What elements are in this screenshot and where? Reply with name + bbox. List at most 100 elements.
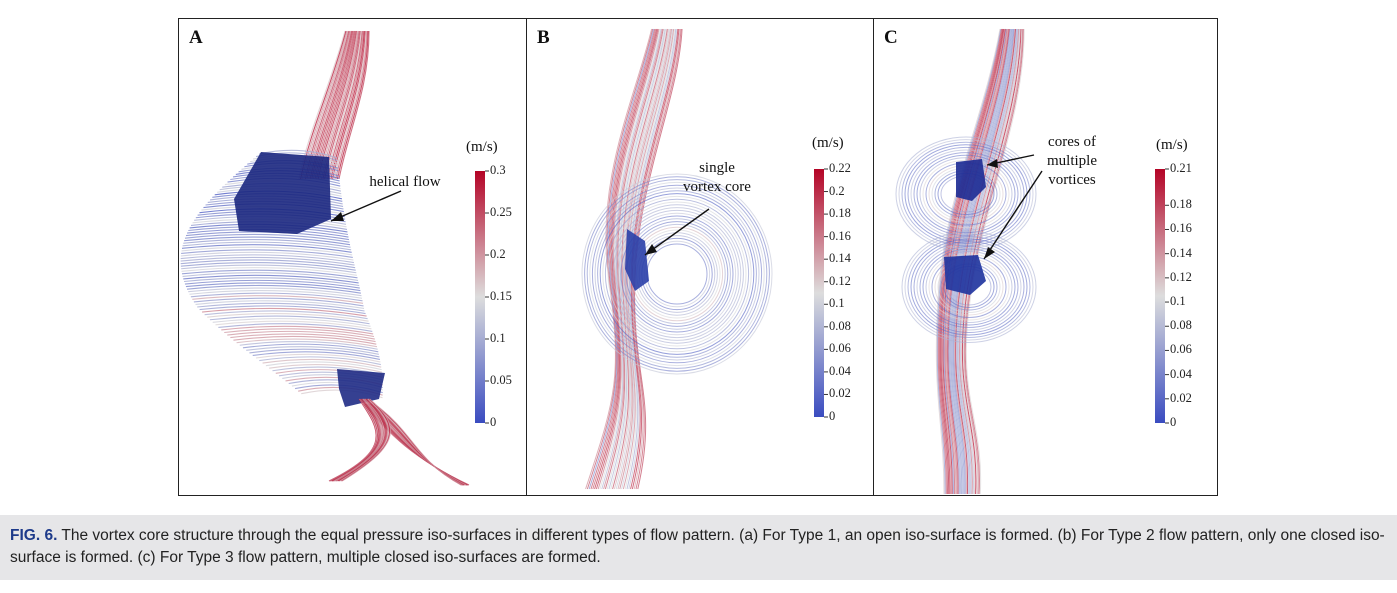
streamline: [959, 28, 1020, 495]
streamline: [246, 346, 379, 355]
colorbar-bar: [475, 171, 485, 423]
vortex-ring: [612, 207, 742, 341]
streamline: [252, 351, 381, 360]
streamline: [951, 28, 1013, 495]
colorbar-tick-label: 0.16: [829, 228, 851, 243]
streamline: [953, 28, 1015, 495]
colorbar-bar: [1155, 169, 1165, 423]
panel-c-annotation-line-2: multiple: [1047, 153, 1097, 169]
panel-c-annotation-line-3: vortices: [1048, 172, 1096, 188]
panel-c-streamlines: [895, 28, 1043, 495]
colorbar-tick-label: 0.1: [1170, 294, 1186, 309]
streamline: [204, 310, 368, 320]
streamline: [202, 307, 367, 317]
streamline: [947, 28, 1010, 495]
vortex-ring: [581, 173, 773, 375]
colorbar-tick-label: 0.05: [490, 373, 512, 387]
streamline: [336, 30, 369, 180]
iso-surface: [234, 152, 331, 234]
streamline: [255, 353, 381, 363]
colorbar-tick-label: 0.2: [829, 183, 845, 198]
streamline: [181, 249, 353, 258]
panel-a-colorbar-gradient: [475, 170, 489, 424]
streamline: [180, 256, 355, 266]
colorbar-tick-label: 0.25: [490, 205, 512, 219]
streamline: [592, 28, 657, 490]
vortex-ring: [907, 236, 1031, 338]
vortex-ring: [904, 233, 1034, 341]
vortex-ring: [607, 201, 747, 347]
streamline: [612, 28, 668, 490]
colorbar-tick-label: 0.04: [1170, 366, 1192, 381]
vortex-ring: [589, 181, 765, 367]
streamline: [190, 292, 363, 302]
arrow-head: [987, 159, 998, 168]
streamline: [338, 30, 370, 180]
streamline: [961, 28, 1022, 495]
colorbar-tick-label: 0.02: [1170, 390, 1192, 405]
colorbar-tick-label: 0.14: [829, 251, 851, 266]
streamline: [209, 315, 370, 325]
streamline: [963, 28, 1024, 495]
streamline: [954, 28, 1016, 495]
streamline: [184, 277, 360, 287]
vortex-ring: [919, 157, 1013, 231]
streamline: [327, 30, 363, 180]
streamline: [374, 403, 462, 486]
streamline: [192, 295, 364, 304]
panel-b-letter: B: [537, 27, 550, 48]
colorbar-tick-label: 0.16: [1170, 221, 1192, 236]
annotation-arrow: [644, 208, 710, 256]
streamline: [184, 233, 350, 243]
streamline: [586, 28, 654, 490]
caption-label: FIG. 6.: [10, 527, 58, 544]
vortex-ring: [913, 241, 1025, 333]
vortex-ring: [599, 193, 755, 355]
colorbar-tick-label: 0.1: [490, 331, 506, 345]
streamline: [957, 28, 1018, 495]
vortex-ring: [615, 209, 739, 339]
vortex-ring: [928, 253, 1010, 321]
streamline: [183, 239, 351, 248]
arrow-head: [331, 212, 344, 221]
colorbar-tick-label: 0.15: [490, 289, 512, 303]
vortex-ring: [646, 243, 708, 305]
iso-surface: [956, 159, 986, 201]
panel-a-annotation: helical flow: [369, 174, 441, 190]
streamline: [180, 259, 356, 269]
streamline: [224, 328, 375, 338]
streamline: [269, 364, 383, 373]
streamline: [965, 28, 1025, 495]
panel-a-colorbar-unit: (m/s): [466, 139, 498, 155]
panel-a-letter: A: [189, 27, 203, 48]
streamline: [180, 251, 354, 261]
panel-c-colorbar-unit: (m/s): [1156, 137, 1188, 153]
streamline: [233, 335, 377, 345]
panel-b-streamlines: [581, 28, 773, 490]
streamline: [182, 272, 359, 281]
streamline: [944, 28, 1008, 495]
colorbar-tick-label: 0.12: [829, 273, 851, 288]
streamline: [242, 343, 379, 353]
annotation-arrow: [330, 190, 402, 222]
vortex-ring: [919, 246, 1019, 328]
panel-b-annotation-line-1: single: [699, 160, 735, 176]
streamline: [962, 28, 1023, 495]
streamline: [188, 287, 362, 297]
streamline: [181, 267, 357, 276]
colorbar-bar: [814, 169, 824, 417]
streamline: [180, 254, 355, 264]
vortex-ring: [623, 218, 731, 330]
streamline: [325, 30, 362, 180]
vortex-ring: [602, 195, 752, 353]
streamline: [239, 341, 378, 350]
streamline: [215, 320, 372, 330]
streamline: [332, 30, 366, 180]
streamline: [603, 28, 663, 490]
streamline: [595, 28, 659, 490]
vortex-ring: [913, 152, 1019, 236]
streamline: [199, 305, 366, 315]
streamline: [585, 28, 653, 490]
panel-c-annotation-line-1: cores of: [1048, 134, 1096, 150]
streamline: [959, 28, 1020, 495]
